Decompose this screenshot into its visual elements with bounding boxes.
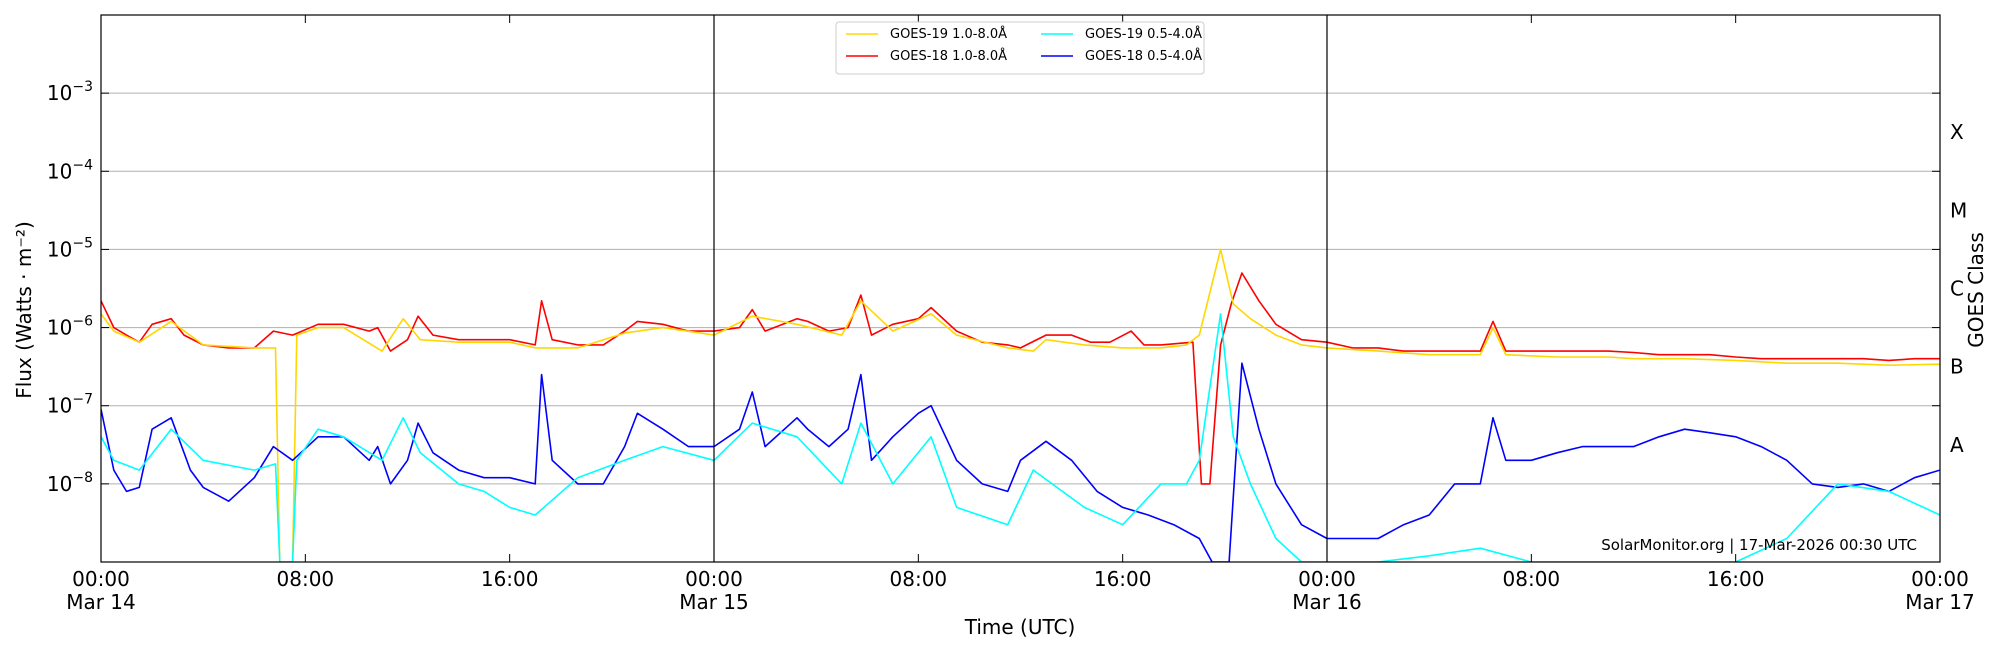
y2-axis-title: GOES Class xyxy=(1964,232,1988,348)
x-tick-date-label: Mar 15 xyxy=(679,590,749,614)
x-tick-label: 00:00 xyxy=(1298,567,1356,591)
y-tick-label: 10−8 xyxy=(47,470,93,496)
y-tick-label: 10−3 xyxy=(47,79,93,105)
credit-text: SolarMonitor.org | 17-Mar-2026 00:30 UTC xyxy=(1601,536,1917,554)
goes-class-label: B xyxy=(1950,355,1964,379)
x-tick-label: 08:00 xyxy=(890,567,948,591)
x-tick-label: 00:00 xyxy=(1911,567,1969,591)
x-axis-title: Time (UTC) xyxy=(964,615,1076,639)
y-tick-label: 10−5 xyxy=(47,235,93,261)
x-tick-date-label: Mar 14 xyxy=(66,590,136,614)
x-tick-label: 16:00 xyxy=(1707,567,1765,591)
x-tick-label: 08:00 xyxy=(1503,567,1561,591)
grid-layer xyxy=(101,92,1940,485)
goes-class-label: M xyxy=(1950,198,1967,222)
goes-class-axis: A B C M X xyxy=(1950,120,1967,457)
legend: GOES-19 1.0-8.0Å GOES-18 1.0-8.0Å GOES-19 … xyxy=(835,21,1205,75)
x-tick-label: 00:00 xyxy=(72,567,130,591)
legend-label: GOES-18 1.0-8.0Å xyxy=(890,48,1007,64)
series-line-goes-18-0-5-4-0- xyxy=(101,362,1940,562)
y-tick-label: 10−4 xyxy=(47,157,93,183)
series-line-goes-19-1-0-8-0- xyxy=(101,248,1940,562)
plot-frame xyxy=(100,14,1941,563)
x-tick-date-label: Mar 17 xyxy=(1905,590,1975,614)
x-tick-label: 16:00 xyxy=(1094,567,1152,591)
legend-box xyxy=(835,21,1205,75)
x-tick-label: 16:00 xyxy=(481,567,539,591)
legend-label: GOES-18 0.5-4.0Å xyxy=(1085,48,1202,64)
y-axis-title: Flux (Watts · m⁻²) xyxy=(12,221,36,399)
x-tick-date-label: Mar 16 xyxy=(1292,590,1362,614)
legend-label: GOES-19 1.0-8.0Å xyxy=(890,26,1007,42)
goes-class-label: X xyxy=(1950,120,1964,144)
x-tick-label: 08:00 xyxy=(277,567,335,591)
y-tick-label: 10−7 xyxy=(47,392,93,418)
frame-layer xyxy=(100,14,1941,563)
series-line-goes-19-0-5-4-0- xyxy=(101,313,1940,562)
legend-label: GOES-19 0.5-4.0Å xyxy=(1085,26,1202,42)
goes-class-label: C xyxy=(1950,277,1964,301)
goes-class-label: A xyxy=(1950,433,1964,457)
y-tick-label: 10−6 xyxy=(47,314,93,340)
series-line-goes-18-1-0-8-0- xyxy=(101,272,1940,485)
x-tick-label: 00:00 xyxy=(685,567,743,591)
series-layer xyxy=(101,248,1940,562)
